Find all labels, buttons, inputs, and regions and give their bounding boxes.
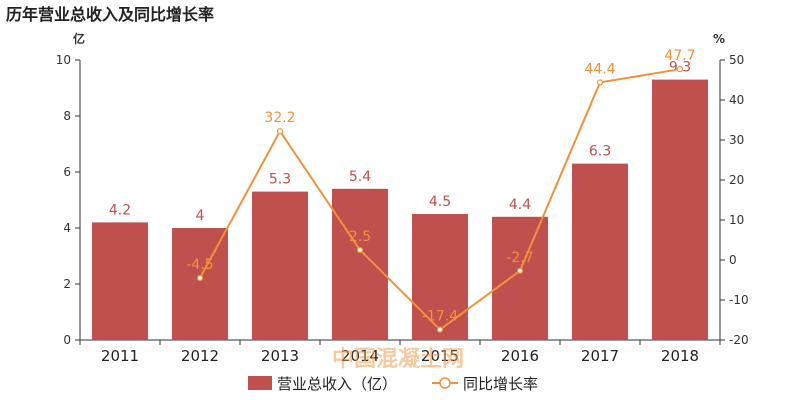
line-value-label: 47.7 [664,48,695,64]
bar [572,163,628,340]
x-tick-label: 2011 [101,347,139,365]
line-series [196,66,684,333]
left-tick-label: 0 [63,333,71,347]
right-tick-label: -20 [729,333,749,347]
right-tick-label: -10 [729,293,749,307]
x-tick-label: 2018 [661,347,699,365]
x-tick-label: 2012 [181,347,219,365]
legend-marker-line [439,377,451,389]
right-tick-label: 0 [729,253,737,267]
bar [492,216,548,340]
bar-series [92,79,708,340]
right-tick-label: 40 [729,93,744,107]
line-value-label: 32.2 [264,110,295,126]
axes: 0 2 4 6 8 10 -20 -10 0 10 20 30 40 50 2011 2012 2013 2014… [56,53,749,365]
left-tick-label: 8 [63,109,71,123]
bar [252,191,308,340]
line-value-label: -17.4 [422,309,458,325]
left-tick-label: 2 [63,277,71,291]
bar [92,222,148,340]
line-value-label: 2.5 [349,229,371,245]
right-axis-unit: % [713,32,725,46]
line-point [196,274,204,282]
bar-value-label: 6.3 [589,144,611,160]
watermark: 中国混凝土网 [332,346,464,372]
line-value-label: -2.7 [506,250,533,266]
bar [332,188,388,340]
bar [652,79,708,340]
x-tick-label: 2016 [501,347,539,365]
left-tick-label: 4 [63,221,71,235]
bar [412,214,468,340]
right-tick-label: 50 [729,53,744,67]
line-value-label: -4.5 [186,257,213,273]
bar-value-label: 5.4 [349,169,371,185]
bar-value-label: 4.4 [509,197,531,213]
bar [172,228,228,340]
x-tick-label: 2015 [421,347,459,365]
bar-value-label: 4.2 [109,202,131,218]
line-value-label: 44.4 [584,61,615,77]
right-tick-label: 30 [729,133,744,147]
legend-swatch-bar [248,376,272,390]
legend-label-bar: 营业总收入（亿） [277,375,397,393]
bar-value-label: 5.3 [269,172,291,188]
line-point [276,128,284,135]
left-axis-unit: 亿 [73,31,85,46]
legend-label-line: 同比增长率 [463,375,538,393]
bar-label-group: 4.245.35.44.54.46.39.3 [109,60,691,224]
bar-value-label: 4.5 [429,194,451,210]
x-tick-label: 2017 [581,347,619,365]
line-label-group: -4.532.22.5-17.4-2.744.447.7 [186,48,695,324]
left-tick-label: 10 [56,53,71,67]
line-point [596,79,604,86]
right-tick-label: 20 [729,173,744,187]
x-tick-label: 2014 [341,347,379,365]
chart-title: 历年营业总收入及同比增长率 [6,5,214,24]
line-point [356,246,364,254]
line-point [516,267,524,274]
line-point [676,66,684,73]
right-tick-label: 10 [729,213,744,227]
x-tick-label: 2013 [261,347,299,365]
legend: 营业总收入（亿） 同比增长率 [248,375,538,393]
left-tick-label: 6 [63,165,71,179]
line-point [436,326,444,333]
bar-value-label: 4 [196,208,205,224]
